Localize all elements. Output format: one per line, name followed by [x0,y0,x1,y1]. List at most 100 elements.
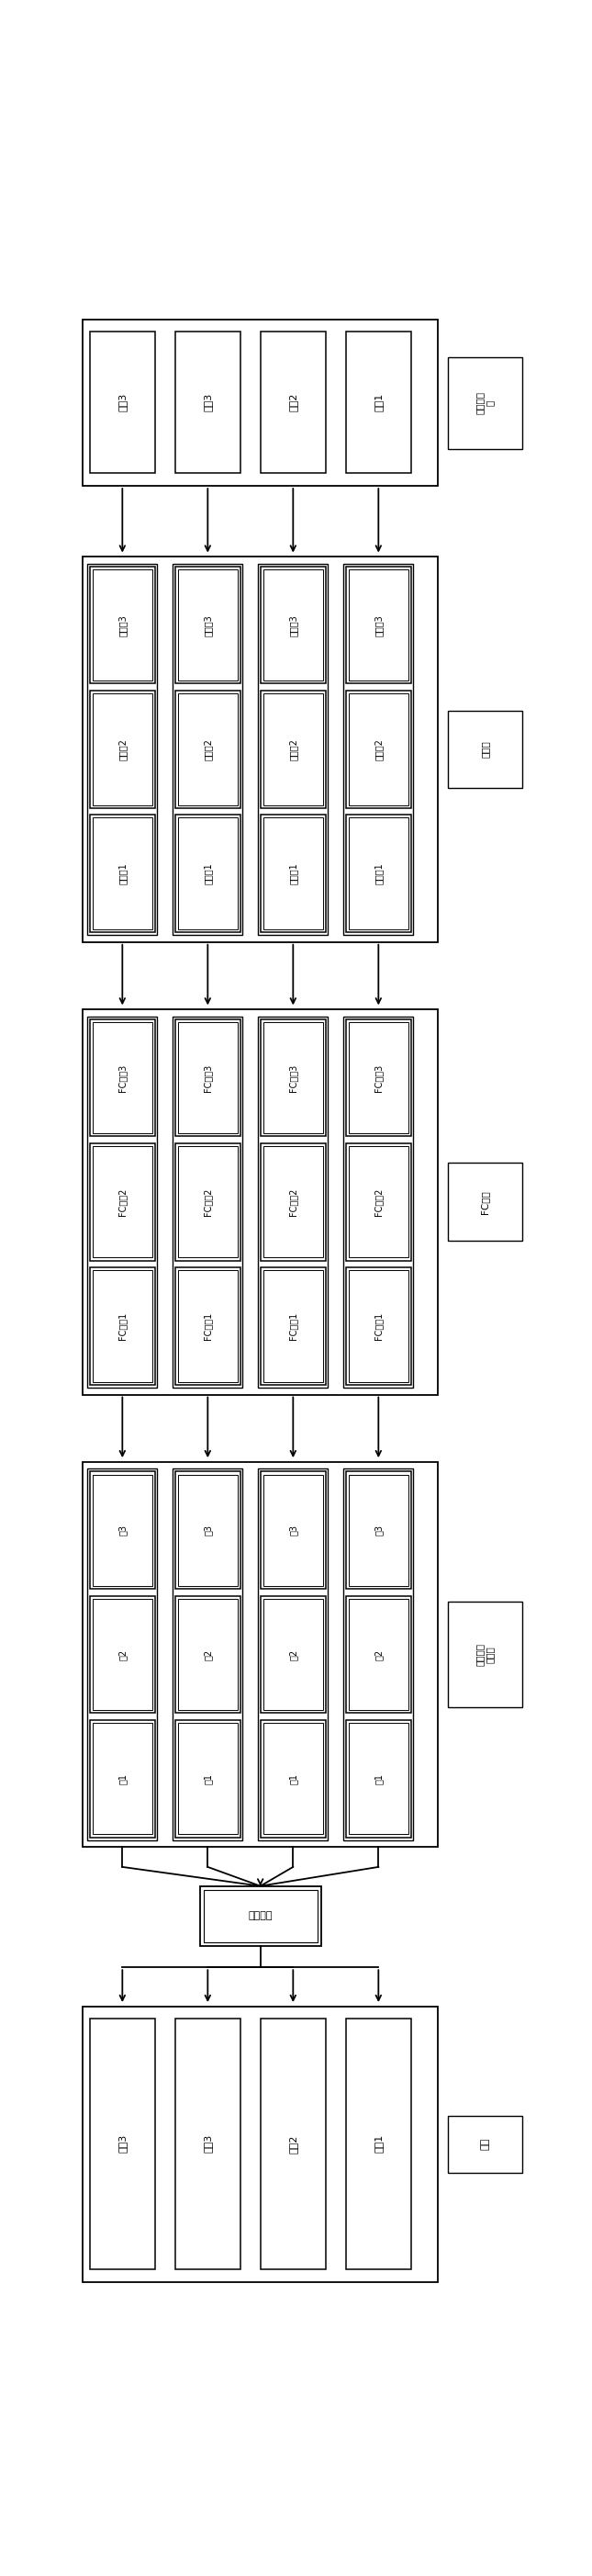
Text: FC网络2: FC网络2 [118,1188,127,1216]
Bar [92,569,152,680]
Text: 集成学习: 集成学习 [248,1911,272,1922]
Bar [263,569,323,680]
Text: 数据集子
集: 数据集子 集 [475,392,495,415]
Bar [175,1267,240,1386]
Bar [89,1020,155,1136]
Bar [82,556,438,943]
Text: 卷积层3: 卷积层3 [288,613,298,636]
Bar [263,693,323,806]
Bar [175,1020,240,1136]
Text: 激1: 激1 [288,1772,298,1785]
Bar [204,1891,317,1942]
Text: FC网络3: FC网络3 [374,1064,383,1092]
Text: 卷积层2: 卷积层2 [374,739,383,760]
Bar [88,1018,157,1388]
Bar [89,814,155,933]
Text: 卷积层2: 卷积层2 [118,739,127,760]
Bar [178,1600,237,1710]
Text: 激活函数
激活层: 激活函数 激活层 [475,1643,495,1667]
Bar [89,2017,155,2269]
Bar [346,1020,411,1136]
Bar [178,693,237,806]
Text: 子集3: 子集3 [203,394,213,412]
Bar [260,1020,326,1136]
Text: FC网络2: FC网络2 [374,1188,383,1216]
Text: FC网络2: FC网络2 [203,1188,213,1216]
Bar [82,1010,438,1394]
Bar [82,1461,438,1847]
Bar [175,1721,240,1837]
Bar [92,1146,152,1257]
Bar [263,1600,323,1710]
Bar [346,2017,411,2269]
Bar [89,1471,155,1589]
Text: 卷积层1: 卷积层1 [288,863,298,884]
Bar [349,1723,408,1834]
Text: 卷积层1: 卷积层1 [374,863,383,884]
Bar [88,1468,157,1839]
Bar [349,1270,408,1381]
Bar [178,1023,237,1133]
Bar [88,564,157,935]
Bar [258,1018,328,1388]
Text: 子集3: 子集3 [203,2136,213,2154]
Bar [200,1886,321,1945]
Bar [260,2017,326,2269]
Bar [260,1144,326,1260]
Bar [448,711,522,788]
Bar [175,814,240,933]
Bar [448,1602,522,1708]
Bar [178,1146,237,1257]
Bar [349,1023,408,1133]
Text: 激3: 激3 [374,1525,383,1535]
Bar [175,332,240,474]
Bar [448,1162,522,1242]
Bar [92,1600,152,1710]
Bar [92,1723,152,1834]
Bar [448,358,522,448]
Text: FC网络: FC网络 [480,1190,490,1213]
Bar [260,814,326,933]
Text: FC网络1: FC网络1 [374,1311,383,1340]
Bar [349,1146,408,1257]
Bar [448,2115,522,2172]
Text: 激1: 激1 [203,1772,213,1785]
Text: 结果: 结果 [480,2138,490,2151]
Text: FC网络3: FC网络3 [118,1064,127,1092]
Bar [346,1267,411,1386]
Bar [89,567,155,683]
Bar [263,1473,323,1587]
Bar [346,690,411,809]
Bar [343,1018,413,1388]
Text: 卷积层3: 卷积层3 [374,613,383,636]
Bar [175,1144,240,1260]
Text: 激2: 激2 [288,1649,298,1659]
Bar [175,567,240,683]
Text: 激2: 激2 [118,1649,127,1659]
Bar [82,319,438,487]
Bar [89,1144,155,1260]
Bar [92,693,152,806]
Bar [175,2017,240,2269]
Bar [175,1597,240,1713]
Text: 激2: 激2 [203,1649,213,1659]
Bar [260,1471,326,1589]
Bar [178,1723,237,1834]
Text: 激1: 激1 [118,1772,127,1785]
Text: 卷积层1: 卷积层1 [203,863,213,884]
Bar [258,1468,328,1839]
Text: 子集1: 子集1 [374,2136,383,2154]
Bar [260,690,326,809]
Text: FC网络1: FC网络1 [288,1311,298,1340]
Text: 激1: 激1 [374,1772,383,1785]
Text: 子集2: 子集2 [288,2136,298,2154]
Bar [175,690,240,809]
Text: 子集3: 子集3 [118,2136,127,2154]
Bar [349,1473,408,1587]
Bar [260,1267,326,1386]
Bar [89,1597,155,1713]
Bar [263,1270,323,1381]
Bar [173,1468,243,1839]
Bar [349,817,408,930]
Text: FC网络1: FC网络1 [203,1311,213,1340]
